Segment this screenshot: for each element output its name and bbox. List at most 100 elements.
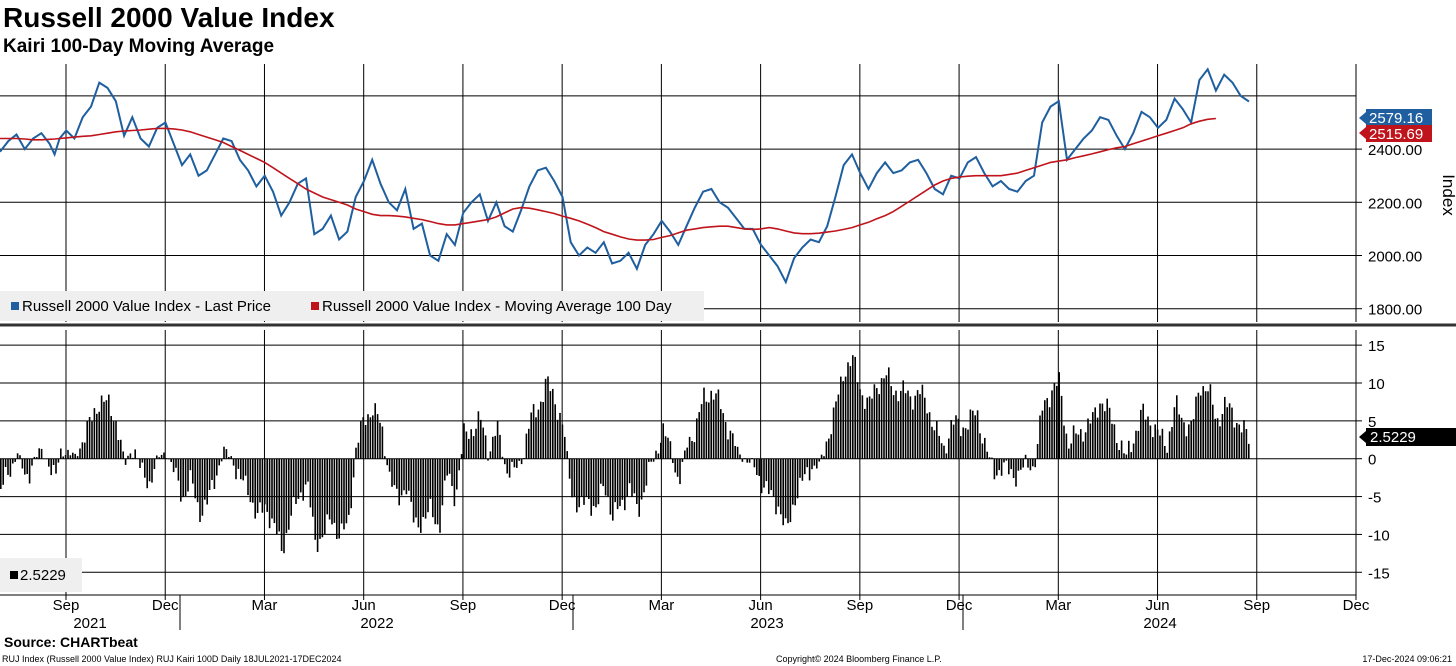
kairi-bar xyxy=(1152,437,1154,459)
kairi-bar xyxy=(796,458,799,499)
kairi-bar xyxy=(410,458,412,502)
last-price-badge: 2579.16 xyxy=(1359,109,1432,127)
x-month-label: Jun xyxy=(352,597,376,614)
kairi-bar xyxy=(136,458,139,459)
kairi-bar xyxy=(528,428,530,459)
kairi-bar xyxy=(144,458,146,478)
kairi-bar xyxy=(960,436,962,459)
kairi-bar xyxy=(139,458,141,468)
price-y-axis-label: Index xyxy=(1439,174,1456,216)
kairi-bar xyxy=(43,458,45,460)
price-y-axis: 1800.00 2000.00 2200.00 2400.00 xyxy=(1355,64,1422,322)
x-month-label: Dec xyxy=(1343,597,1370,614)
x-month-label: Sep xyxy=(450,597,477,614)
kairi-bar xyxy=(609,458,612,515)
kairi-bar xyxy=(1195,396,1197,459)
kairi-bar xyxy=(878,394,880,459)
kairi-bar xyxy=(393,458,396,486)
kairi-bar xyxy=(432,458,434,518)
kairi-bar xyxy=(328,458,331,520)
kairi-bar xyxy=(945,453,948,459)
kairi-bar xyxy=(585,458,588,497)
kairi-bar xyxy=(640,458,643,500)
kairi-bar xyxy=(679,458,681,485)
kairi-bar xyxy=(456,458,458,490)
kairi-bar xyxy=(1188,424,1190,459)
kairi-panel: -15 -10 -5 0 5 10 15 2.5229 2.5229 xyxy=(0,330,1456,595)
kairi-bar xyxy=(1000,458,1003,476)
kairi-bar xyxy=(1144,419,1147,459)
footer-copyright: Copyright© 2024 Bloomberg Finance L.P. xyxy=(776,654,942,664)
kairi-bar xyxy=(0,458,2,489)
kairi-bar xyxy=(302,458,304,501)
kairi-bar xyxy=(340,458,343,524)
kairi-bar xyxy=(573,458,576,498)
price-plot-background xyxy=(0,64,1356,322)
kairi-bar xyxy=(864,408,866,459)
kairi-bar xyxy=(794,458,796,506)
kairi-bar xyxy=(355,447,357,459)
kairi-bar xyxy=(376,414,379,459)
kairi-bar xyxy=(283,458,285,554)
price-series-line xyxy=(0,67,1250,285)
price-grid xyxy=(0,64,1357,322)
kairi-bar xyxy=(38,448,40,459)
kairi-bar xyxy=(900,390,902,459)
kairi-bar xyxy=(504,458,506,465)
kairi-bar xyxy=(175,458,177,468)
kairi-badge: 2.5229 xyxy=(1359,428,1456,446)
kairi-bar xyxy=(816,458,818,469)
kairi-bar xyxy=(391,458,393,487)
kairi-bar xyxy=(1048,407,1051,459)
kairi-bar xyxy=(1154,424,1156,459)
kairi-bar xyxy=(153,458,156,469)
kairi-bar xyxy=(1116,443,1118,459)
kairi-bar xyxy=(516,458,518,468)
kairi-bar xyxy=(703,387,705,459)
kairi-bar xyxy=(1202,386,1204,459)
x-year-label: 2022 xyxy=(360,615,393,630)
kairi-bar xyxy=(924,397,926,459)
last-price-badge-bg xyxy=(1366,109,1432,127)
kairi-bar xyxy=(578,458,580,508)
kairi-bar xyxy=(52,458,55,465)
kairi-bar xyxy=(223,446,225,459)
kairi-bar xyxy=(885,375,888,459)
kairi-bar xyxy=(624,458,626,511)
kairi-bar xyxy=(1017,458,1020,471)
kairi-bar xyxy=(1084,432,1087,459)
kairi-bar xyxy=(650,458,652,462)
kairi-bar xyxy=(451,458,453,486)
x-month-label: Sep xyxy=(53,597,80,614)
kairi-bar xyxy=(247,458,249,496)
x-month-label: Jun xyxy=(749,597,773,614)
kairi-bar xyxy=(698,412,700,459)
kairi-bar xyxy=(712,399,715,459)
kairi-bar xyxy=(288,458,290,530)
kairi-bar xyxy=(552,388,554,459)
kairi-bar xyxy=(352,458,355,478)
kairi-bar xyxy=(74,453,76,459)
kairi-bar xyxy=(979,433,981,459)
x-month-label: Jun xyxy=(1145,597,1169,614)
kairi-bar xyxy=(21,458,24,469)
kairi-bar xyxy=(938,435,940,459)
kairi-bar xyxy=(631,458,633,497)
kairi-bar xyxy=(892,395,895,459)
kairi-bar xyxy=(835,401,837,459)
kairi-bar xyxy=(180,458,182,502)
kairi-bar xyxy=(544,378,547,459)
price-panel: 1800.00 2000.00 2200.00 2400.00 Index Russe… xyxy=(0,64,1456,322)
kairi-bar xyxy=(840,376,842,459)
kairi-bar xyxy=(105,400,108,459)
kairi-bar xyxy=(333,458,336,523)
kairi-bar xyxy=(628,458,631,484)
kairi-bar xyxy=(662,423,664,459)
kairi-bar xyxy=(249,458,252,503)
kairi-bar xyxy=(396,458,398,489)
kairi-bar xyxy=(907,390,909,459)
kairi-bar xyxy=(619,458,621,507)
kairi-bar xyxy=(384,456,386,459)
kairi-bar xyxy=(57,458,60,463)
kairi-bar xyxy=(235,458,237,480)
